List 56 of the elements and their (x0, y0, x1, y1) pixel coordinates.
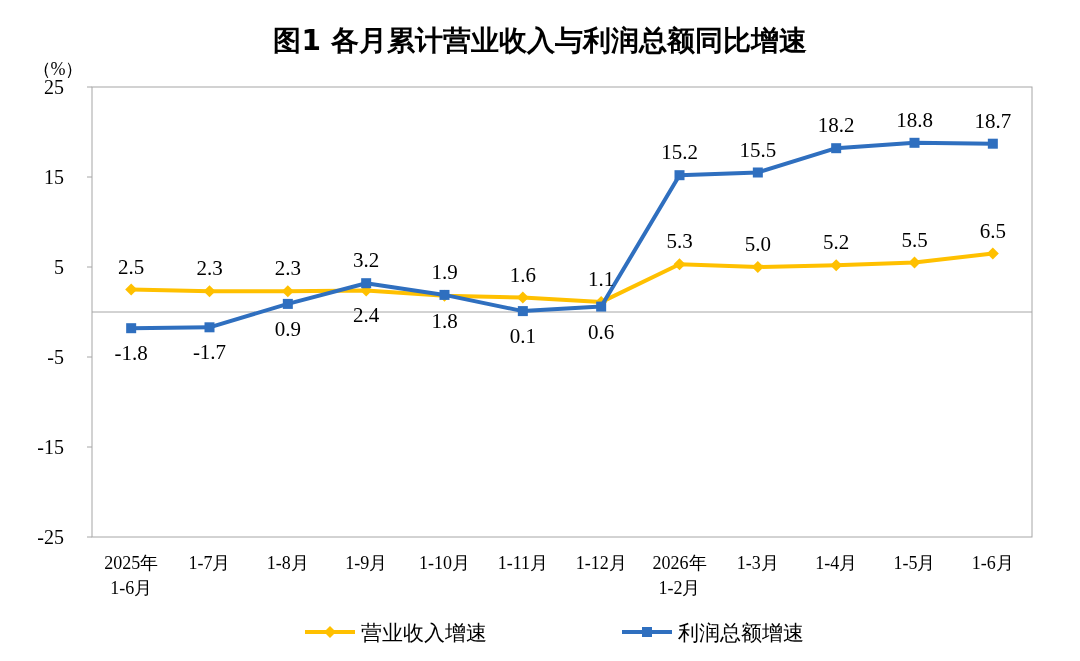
chart-title: 图1 各月累计营业收入与利润总额同比增速 (273, 24, 807, 57)
data-label: 18.7 (974, 108, 1012, 133)
data-label: 1.9 (431, 259, 458, 284)
data-label: 6.5 (979, 218, 1006, 243)
data-label: 15.5 (739, 137, 777, 162)
point (909, 137, 920, 148)
x-tick-label: 1-6月 (971, 553, 1014, 573)
x-tick-label: 1-4月 (815, 553, 858, 573)
point (596, 301, 607, 312)
data-label: 2.3 (196, 256, 223, 281)
point (517, 306, 528, 317)
data-label: -1.8 (114, 341, 148, 366)
point (282, 298, 293, 309)
x-tick-label: 1-11月 (497, 553, 548, 573)
data-label: 2.3 (274, 256, 301, 281)
data-label: 18.8 (896, 107, 933, 132)
x-tick-label: 1-7月 (188, 553, 231, 573)
y-tick-label: -15 (37, 436, 64, 458)
x-tick-label: 1-9月 (345, 553, 388, 573)
data-label: 0.9 (274, 316, 301, 341)
point (361, 278, 372, 289)
y-tick-label: 15 (44, 166, 64, 188)
point (752, 167, 763, 178)
data-label: 5.2 (823, 230, 850, 255)
data-label: 5.3 (666, 229, 693, 254)
point (204, 322, 215, 333)
y-tick-label: -5 (47, 346, 64, 368)
data-label: 5.0 (744, 232, 771, 256)
data-label: 2.5 (118, 254, 145, 279)
data-label: 3.2 (353, 248, 380, 273)
x-tick-label: 2026年 1-2月 (652, 553, 707, 598)
data-label: 2.4 (353, 303, 380, 328)
data-label: 0.1 (509, 324, 536, 349)
point (831, 143, 842, 154)
data-label: 5.5 (901, 227, 928, 252)
data-label: 18.2 (817, 113, 855, 138)
data-label: -1.7 (192, 340, 227, 365)
x-tick-label: 1-3月 (736, 553, 779, 573)
point (126, 323, 137, 334)
legend-label: 营业收入增速 (361, 621, 487, 645)
point (674, 170, 685, 181)
data-label: 0.6 (588, 319, 615, 344)
data-label: 15.2 (661, 140, 698, 165)
y-tick-label: 5 (54, 256, 64, 278)
x-tick-label: 1-5月 (893, 553, 936, 573)
legend-label: 利润总额增速 (678, 621, 804, 645)
x-tick-label: 1-12月 (575, 553, 627, 573)
x-tick-label: 1-8月 (266, 553, 309, 573)
point (987, 138, 998, 149)
x-tick-label: 2025年 1-6月 (104, 553, 159, 598)
y-axis-title: （%） (32, 59, 84, 79)
data-label: 1.8 (431, 308, 458, 333)
y-tick-label: -25 (37, 526, 64, 548)
data-label: 1.1 (588, 267, 615, 292)
x-tick-label: 1-10月 (419, 553, 470, 573)
data-label: 1.6 (509, 262, 536, 287)
